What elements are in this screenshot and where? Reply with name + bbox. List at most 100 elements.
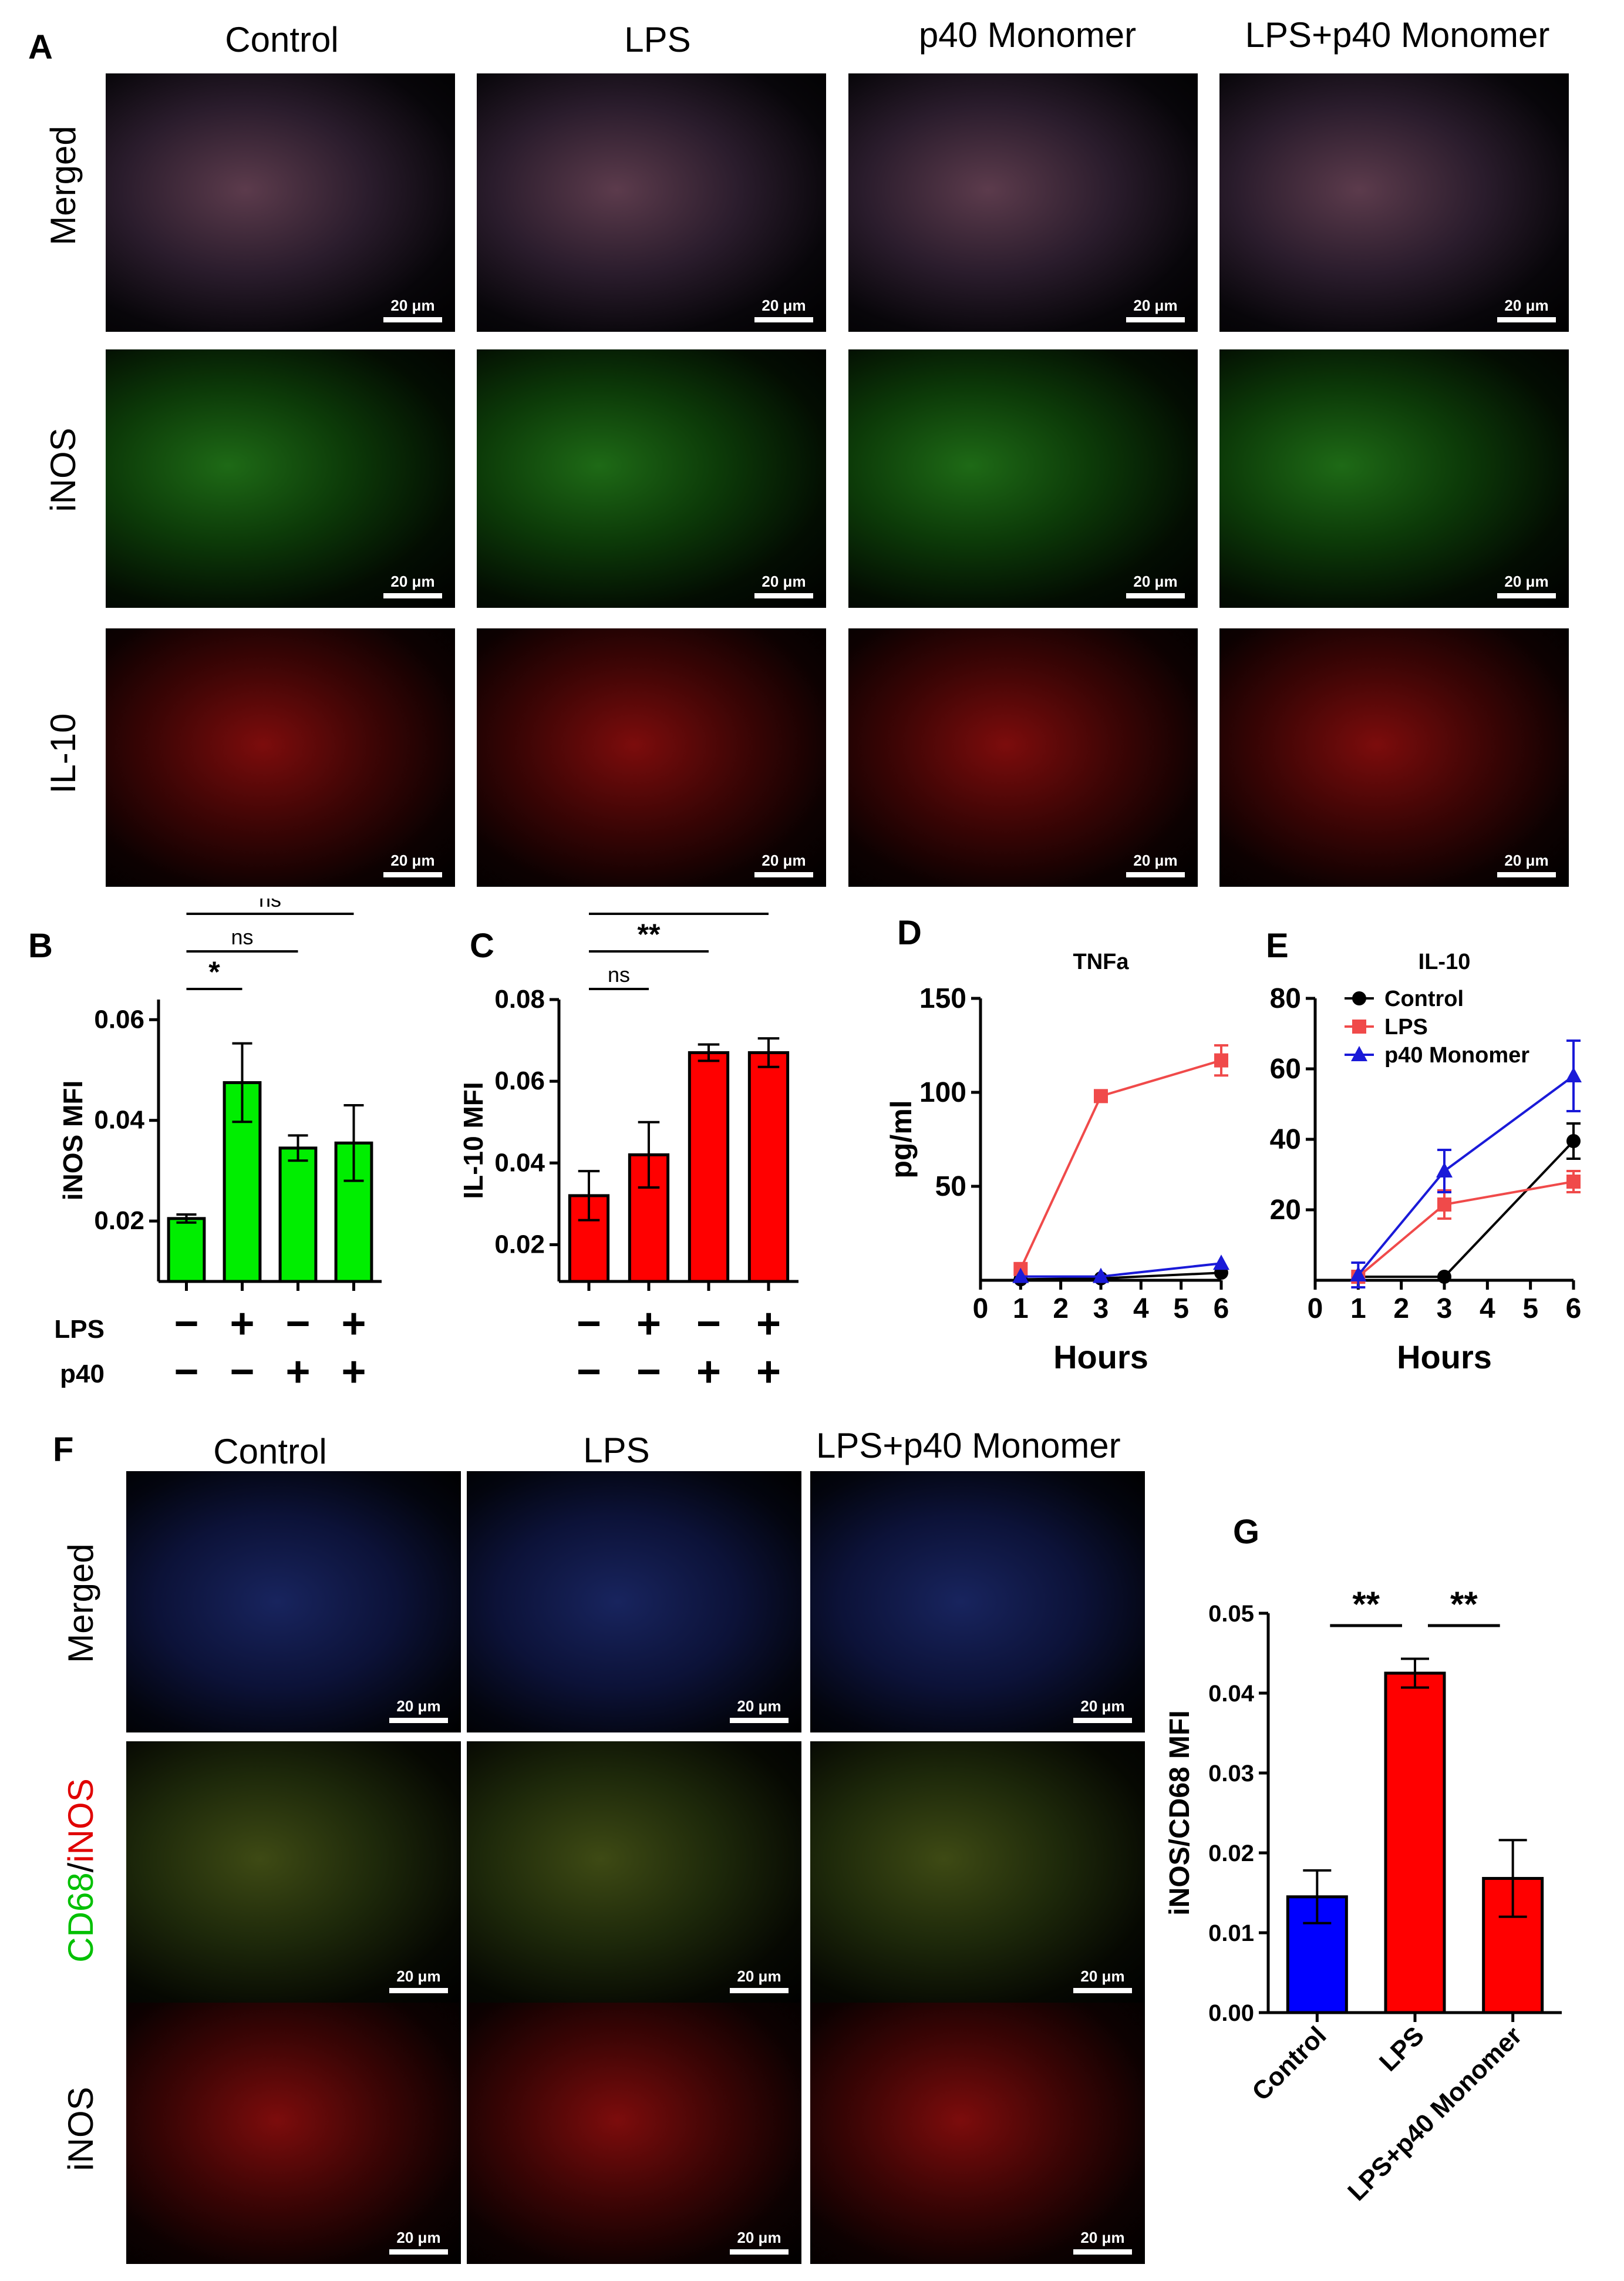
x-tick-label: 3 [1093, 1293, 1109, 1324]
x-tick-label: 3 [1437, 1293, 1453, 1324]
p40-sign: − [174, 1348, 198, 1395]
scale-bar-line [383, 872, 442, 877]
panel-label-c: C [470, 927, 494, 965]
category-label: LPS [1374, 2021, 1430, 2077]
scale-bar: 20 μm [730, 1697, 789, 1723]
panel-f-micrograph-r3-c2: 20 μm [467, 2003, 801, 2264]
data-point [1436, 1162, 1453, 1177]
y-tick-label: 50 [935, 1171, 966, 1202]
panel-label-b: B [28, 927, 53, 965]
panel-a-micrograph-r2-c2: 20 μm [477, 349, 826, 608]
scale-bar: 20 μm [389, 1967, 448, 1993]
panel-label-d: D [897, 914, 922, 952]
panel-a-column-title-control: Control [225, 20, 339, 59]
scale-bar-line [1497, 317, 1556, 322]
panel-a-micrograph-r1-c3: 20 μm [848, 73, 1198, 332]
p40-sign: + [285, 1348, 310, 1395]
lps-sign: − [174, 1300, 198, 1347]
y-tick-label: 150 [919, 983, 966, 1014]
p40-sign: + [696, 1348, 721, 1395]
y-axis-label: iNOS MFI [58, 1081, 88, 1200]
data-point [1214, 1053, 1228, 1068]
significance-label: ns [608, 963, 630, 987]
panel-a-micrograph-r3-c4: 20 μm [1219, 628, 1569, 887]
x-tick-label: 2 [1053, 1293, 1069, 1324]
p40-sign: + [341, 1348, 366, 1395]
panel-a-column-title-lps-p40: LPS+p40 Monomer [1245, 15, 1550, 55]
scale-bar-line [1126, 872, 1185, 877]
panel-a-row-label-inos: iNOS [43, 428, 83, 512]
scale-bar-label: 20 μm [390, 573, 435, 590]
series-line [1358, 1140, 1575, 1278]
scale-bar-label: 20 μm [737, 1697, 781, 1715]
scale-bar-line [1126, 593, 1185, 598]
panel-e-il10-chart: 20 40 60 80 0 1 2 3 4 5 6 Hours IL-10 Control LPS p40 M… [1270, 950, 1582, 1375]
x-tick-label: 2 [1393, 1293, 1409, 1324]
scale-bar-label: 20 μm [1504, 573, 1549, 590]
scale-bar-line [754, 872, 813, 877]
panel-f-row-label-cd68-inos: CD68/iNOS [61, 1778, 100, 1962]
scale-bar-line [389, 1988, 448, 1993]
scale-bar: 20 μm [1126, 297, 1185, 322]
p40-sign: − [636, 1348, 661, 1395]
scale-bar-line [383, 593, 442, 598]
scale-bar-line [1073, 2249, 1132, 2255]
scale-bar-label: 20 μm [1133, 573, 1178, 590]
y-tick-label: 60 [1270, 1054, 1301, 1085]
legend-label: p40 Monomer [1384, 1043, 1529, 1068]
y-axis-label: pg/ml [885, 1100, 918, 1178]
panel-f-column-title-control: Control [213, 1432, 327, 1471]
p40-sign: − [230, 1348, 254, 1395]
scale-bar: 20 μm [730, 1967, 789, 1993]
scale-bar-line [389, 2249, 448, 2255]
significance-label: ** [638, 918, 661, 951]
panel-f-row-label-merged: Merged [61, 1543, 100, 1663]
scale-bar: 20 μm [383, 573, 442, 598]
panel-a-micrograph-r2-c3: 20 μm [848, 349, 1198, 608]
y-tick-label: 0.03 [1208, 1761, 1254, 1787]
chart-title: IL-10 [1419, 950, 1471, 974]
y-tick-label: 0.04 [494, 1148, 545, 1177]
y-tick-label: 0.00 [1208, 2000, 1254, 2026]
scale-bar-label: 20 μm [390, 297, 435, 314]
category-label: LPS+p40 Monomer [1342, 2021, 1528, 2206]
scale-bar: 20 μm [1073, 1697, 1132, 1723]
scale-bar: 20 μm [389, 2229, 448, 2255]
panel-a-row-label-il10: IL-10 [43, 713, 83, 794]
lps-sign: + [756, 1300, 781, 1347]
lps-sign: − [285, 1300, 310, 1347]
scale-bar-label: 20 μm [390, 852, 435, 869]
x-tick-label: 4 [1133, 1293, 1149, 1324]
lps-row-label: LPS [54, 1315, 105, 1344]
scale-bar: 20 μm [1073, 2229, 1132, 2255]
y-tick-label: 0.05 [1208, 1601, 1254, 1627]
chart-title: TNFa [1073, 950, 1130, 974]
panel-label-a: A [28, 28, 53, 66]
panel-a-micrograph-r2-c1: 20 μm [106, 349, 455, 608]
x-axis-label: Hours [1397, 1338, 1492, 1375]
x-tick-label: 0 [1308, 1293, 1323, 1324]
panel-f-micrograph-r3-c1: 20 μm [126, 2003, 461, 2264]
y-tick-label: 0.04 [94, 1106, 144, 1135]
scale-bar-line [1073, 1718, 1132, 1723]
scale-bar-label: 20 μm [1504, 852, 1549, 869]
y-tick-label: 0.02 [494, 1230, 545, 1259]
scale-bar-label: 20 μm [737, 2229, 781, 2246]
data-point [1351, 1046, 1367, 1061]
scale-bar: 20 μm [754, 852, 813, 877]
significance-label: ** [1352, 1584, 1380, 1624]
scale-bar-label: 20 μm [737, 1967, 781, 1985]
data-point [1012, 1267, 1029, 1283]
data-point [1566, 1175, 1581, 1189]
scale-bar-line [1497, 872, 1556, 877]
data-point [1350, 1266, 1367, 1281]
y-tick-label: 0.08 [494, 985, 545, 1014]
y-tick-label: 0.04 [1208, 1681, 1255, 1707]
x-axis-label: Hours [1053, 1338, 1148, 1375]
bar [167, 1217, 206, 1283]
panel-d-tnfa-chart: 50 100 150 0 1 2 3 4 5 6 Hours TNFa pg/ml [885, 950, 1229, 1375]
scale-bar-label: 20 μm [762, 297, 806, 314]
p40-sign: − [577, 1348, 601, 1395]
scale-bar: 20 μm [389, 1697, 448, 1723]
panel-f-micrograph-r1-c2: 20 μm [467, 1471, 801, 1732]
